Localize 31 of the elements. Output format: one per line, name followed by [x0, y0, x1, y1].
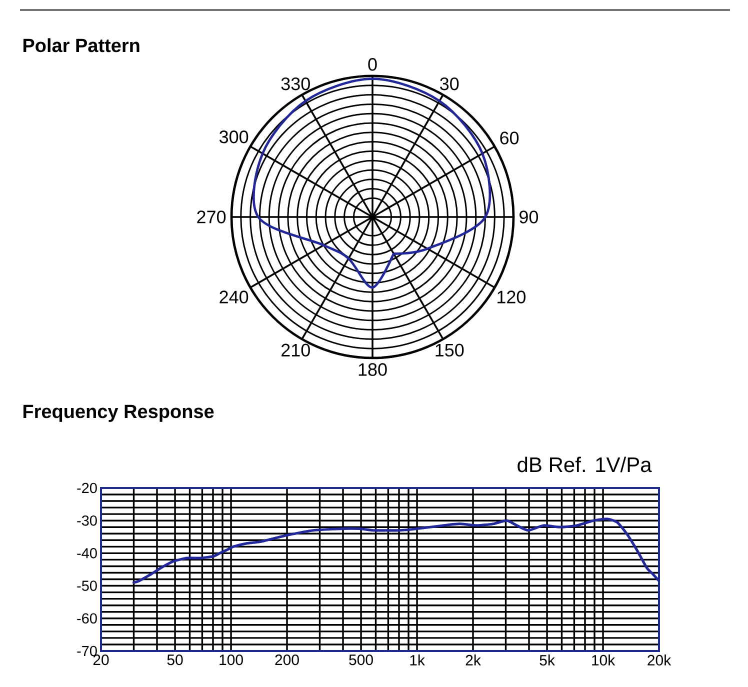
y-tick-label: -20: [77, 482, 97, 494]
x-tick-label: 200: [275, 654, 299, 666]
spoke-label: 0: [368, 58, 377, 71]
spoke-label: 300: [219, 130, 248, 144]
spoke-label: 90: [520, 210, 538, 224]
spoke-label: 60: [500, 132, 519, 144]
y-tick-label: -40: [77, 548, 97, 558]
y-tick-label: -30: [77, 515, 97, 526]
spoke-label: 150: [436, 344, 464, 356]
x-tick-label: 5k: [540, 654, 555, 666]
chart-title: Frequency Response: [23, 404, 214, 422]
spoke-label: 240: [220, 290, 248, 304]
spoke-label: 270: [197, 210, 226, 224]
y-tick-label: -60: [77, 613, 97, 624]
spoke-label: 180: [358, 363, 387, 376]
spoke-label: 120: [498, 290, 526, 304]
spoke-label: 30: [440, 77, 459, 90]
x-tick-label: 1k: [410, 654, 425, 666]
x-tick-label: 100: [220, 654, 243, 666]
x-tick-label: 500: [349, 654, 373, 666]
y-axis-title: dB Ref. 1V/Pa: [518, 456, 652, 472]
spoke-label: 210: [282, 344, 310, 356]
chart-title: Polar Pattern: [23, 38, 140, 52]
y-tick-label: -50: [77, 580, 97, 591]
x-tick-label: 50: [167, 654, 183, 666]
y-tick-label: -70: [77, 646, 97, 656]
x-tick-label: 20: [93, 654, 109, 666]
x-tick-label: 2k: [466, 654, 481, 666]
spoke-label: 330: [281, 77, 310, 90]
x-tick-label: 10k: [592, 654, 616, 666]
x-tick-label: 20k: [648, 654, 672, 666]
